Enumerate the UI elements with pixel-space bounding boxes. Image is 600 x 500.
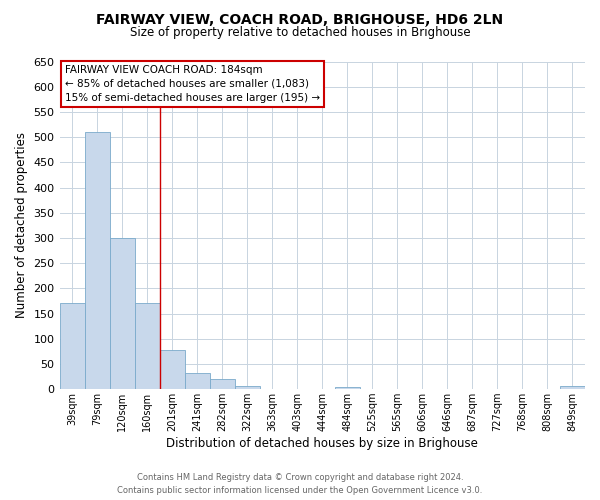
Bar — [134, 304, 160, 389]
Text: Size of property relative to detached houses in Brighouse: Size of property relative to detached ho… — [130, 26, 470, 39]
Bar — [185, 373, 209, 389]
Bar — [235, 386, 260, 389]
Text: Contains HM Land Registry data © Crown copyright and database right 2024.
Contai: Contains HM Land Registry data © Crown c… — [118, 474, 482, 495]
Bar — [560, 386, 585, 389]
Bar — [335, 386, 360, 389]
Bar — [85, 132, 110, 389]
Y-axis label: Number of detached properties: Number of detached properties — [15, 132, 28, 318]
Text: FAIRWAY VIEW COACH ROAD: 184sqm
← 85% of detached houses are smaller (1,083)
15%: FAIRWAY VIEW COACH ROAD: 184sqm ← 85% of… — [65, 65, 320, 103]
Bar — [209, 379, 235, 389]
Bar — [160, 350, 185, 389]
Bar — [59, 304, 85, 389]
Bar — [110, 238, 134, 389]
X-axis label: Distribution of detached houses by size in Brighouse: Distribution of detached houses by size … — [166, 437, 478, 450]
Text: FAIRWAY VIEW, COACH ROAD, BRIGHOUSE, HD6 2LN: FAIRWAY VIEW, COACH ROAD, BRIGHOUSE, HD6… — [97, 12, 503, 26]
